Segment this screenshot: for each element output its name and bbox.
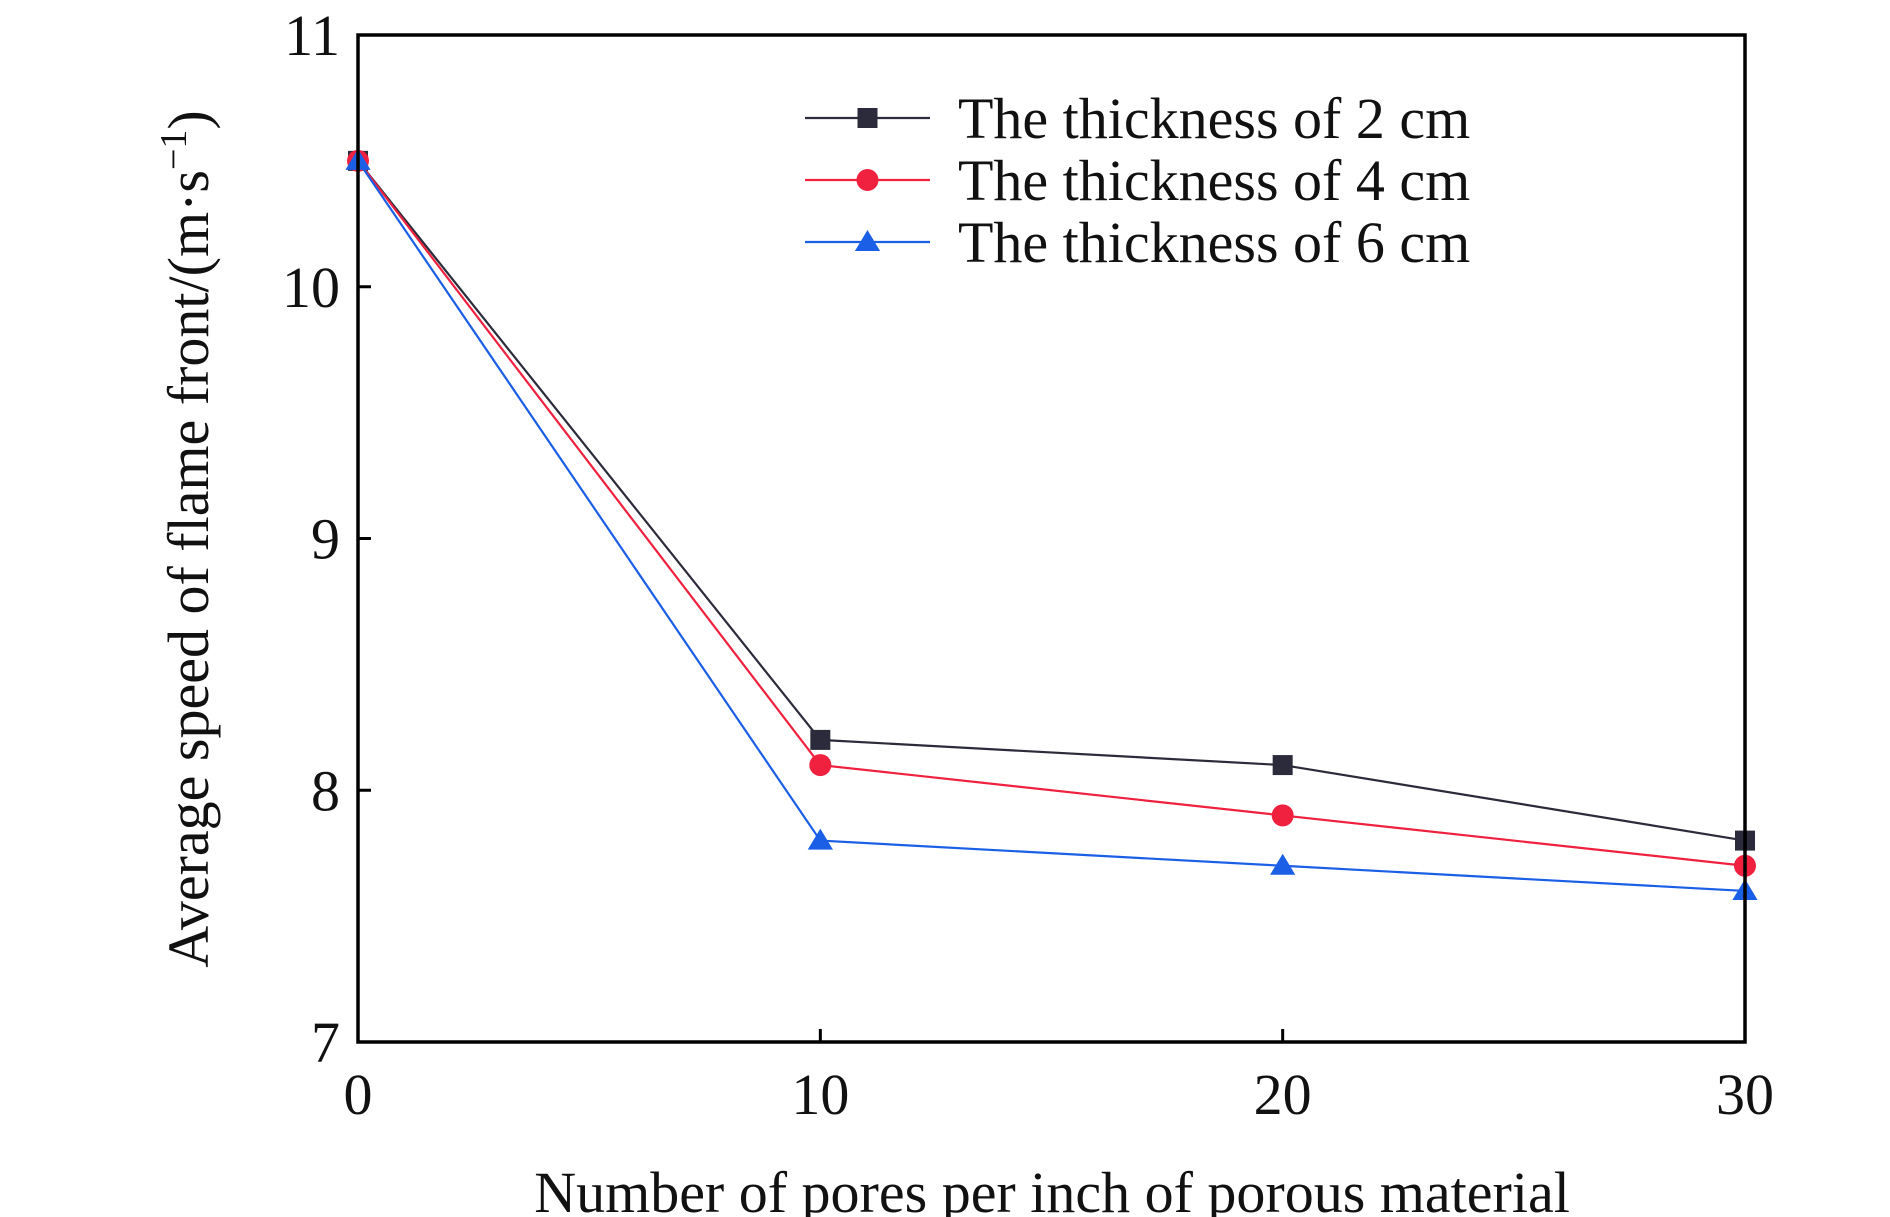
series-line [357, 160, 1746, 867]
x-tick-label: 20 [1254, 1062, 1312, 1127]
legend-label: The thickness of 6 cm [958, 210, 1470, 275]
series-line [357, 160, 1746, 842]
data-point-circle [809, 754, 832, 777]
y-axis-label-main: Average speed of flame front/(m·s [156, 170, 221, 968]
data-point-circle [1271, 804, 1294, 827]
x-axis-label: Number of pores per inch of porous mater… [534, 1160, 1570, 1217]
data-point-square [1272, 755, 1293, 776]
data-point-triangle [807, 828, 833, 850]
legend-item: The thickness of 4 cm [805, 148, 1470, 213]
y-axis-label-superscript: −1 [153, 130, 195, 170]
legend-item: The thickness of 6 cm [805, 210, 1470, 275]
legend-marker-circle [856, 169, 879, 191]
y-tick-label: 10 [282, 255, 340, 320]
x-tick-label: 30 [1716, 1062, 1774, 1127]
y-axis-label-close: ) [156, 110, 221, 129]
y-tick-label: 7 [311, 1010, 340, 1075]
plot-frame [356, 33, 1747, 1044]
y-axis-label: Average speed of flame front/(m·s−1) [153, 110, 221, 967]
series-line [357, 160, 1746, 893]
y-tick-label: 8 [311, 758, 340, 823]
legend-item: The thickness of 2 cm [805, 86, 1470, 151]
tick-labels: 0 10 20 30 7 8 9 10 11 [282, 3, 1774, 1127]
y-tick-label: 11 [284, 3, 340, 68]
x-tick-label: 0 [344, 1062, 373, 1127]
legend-marker-triangle [854, 230, 881, 251]
y-tick-label: 9 [311, 507, 340, 572]
data-point-square [810, 729, 831, 750]
legend-marker-square [857, 108, 878, 128]
x-tick-label: 10 [791, 1062, 849, 1127]
data-point-triangle [1270, 853, 1296, 875]
legend-label: The thickness of 2 cm [958, 86, 1470, 151]
legend-label: The thickness of 4 cm [958, 148, 1470, 213]
